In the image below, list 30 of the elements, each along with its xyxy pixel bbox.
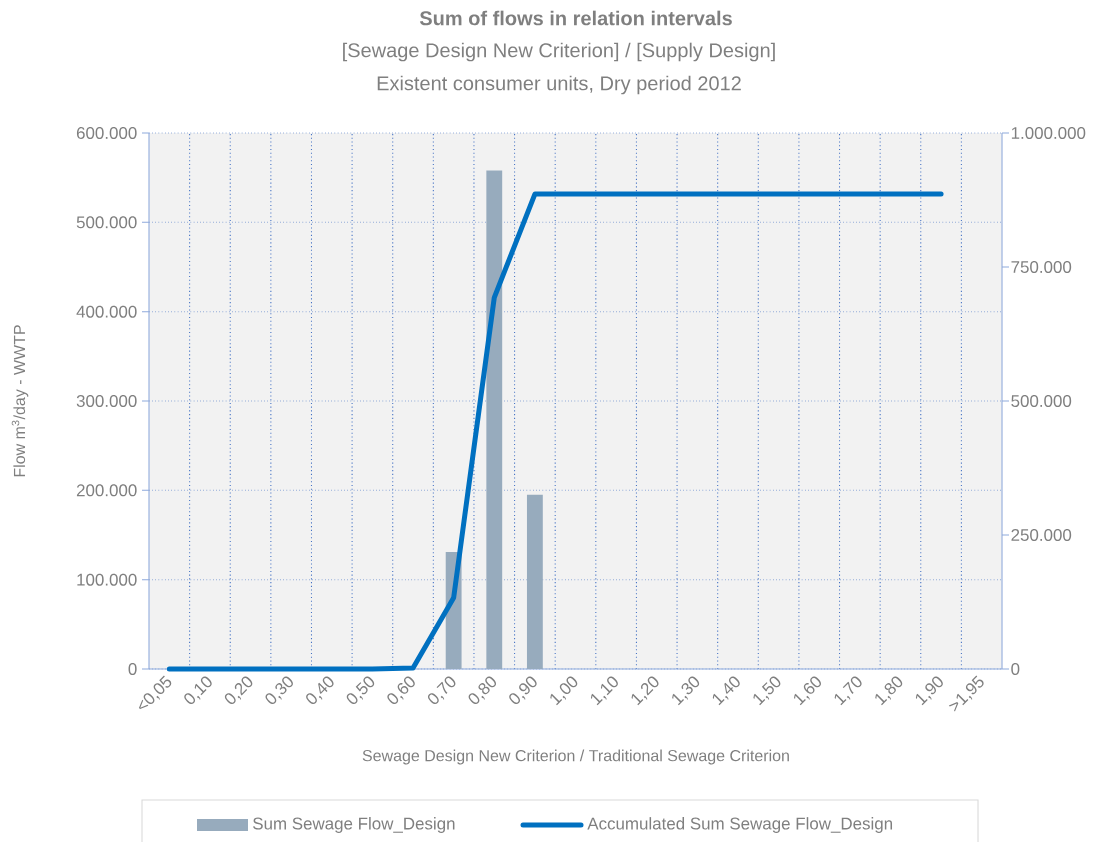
chart-title: Sum of flows in relation intervals xyxy=(419,10,732,26)
legend-label: Accumulated Sum Sewage Flow_Design xyxy=(587,817,893,833)
x-tick-label: 0,20 xyxy=(224,676,253,704)
y2-tick-label: 750.000 xyxy=(1011,261,1072,273)
y2-tick-label: 250.000 xyxy=(1011,529,1072,541)
y-axis-title: Flow m$^{3}$/day - WWTP xyxy=(11,325,29,477)
x-axis-title: Sewage Design New Criterion / Traditional Sewage Criterion xyxy=(362,749,789,765)
x-tick-label: 0,30 xyxy=(265,676,293,704)
x-tick-label: 0,10 xyxy=(184,676,212,704)
y-tick-label: 200.000 xyxy=(76,484,137,497)
y2-tick-label: 0 xyxy=(1011,663,1020,676)
x-tick-label: 0,40 xyxy=(306,676,334,704)
x-tick-label: 0,50 xyxy=(346,676,375,704)
x-tick-label: 0,80 xyxy=(468,676,497,704)
text: Existent consumer units, Dry period 2012 xyxy=(377,75,741,95)
bar xyxy=(486,170,503,670)
y2-tick-label: 500.000 xyxy=(1011,395,1072,407)
y-tick-label: 0 xyxy=(128,663,137,676)
y-tick-label: 600.000 xyxy=(76,126,137,139)
x-tick-label: 0,90 xyxy=(509,676,537,704)
y-tick-label: 400.000 xyxy=(76,305,137,318)
y-tick-label: 500.000 xyxy=(76,216,137,229)
bar xyxy=(526,494,543,670)
y-tick-label: 300.000 xyxy=(76,395,137,407)
legend-label: Sum Sewage Flow_Design xyxy=(253,817,455,833)
x-tick-label: 0,70 xyxy=(427,676,456,704)
y-tick-label: 100.000 xyxy=(77,573,137,586)
x-tick-label: 0,60 xyxy=(387,676,415,704)
chart-subtitle: [Sewage Design New Criterion] / [Supply Design] xyxy=(343,42,775,62)
y2-tick-label: 1.000.000 xyxy=(1011,126,1086,139)
